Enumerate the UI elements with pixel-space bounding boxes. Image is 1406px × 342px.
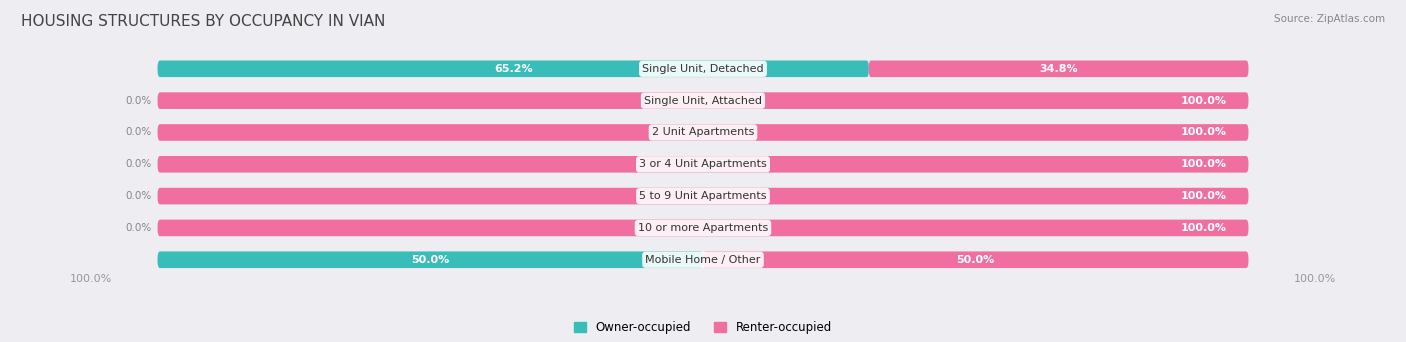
FancyBboxPatch shape: [157, 188, 1249, 205]
Text: 34.8%: 34.8%: [1039, 64, 1078, 74]
Legend: Owner-occupied, Renter-occupied: Owner-occupied, Renter-occupied: [569, 316, 837, 339]
FancyBboxPatch shape: [157, 188, 1249, 205]
FancyBboxPatch shape: [157, 124, 1249, 141]
Text: 2 Unit Apartments: 2 Unit Apartments: [652, 128, 754, 137]
FancyBboxPatch shape: [157, 220, 1249, 236]
Text: Mobile Home / Other: Mobile Home / Other: [645, 255, 761, 265]
FancyBboxPatch shape: [703, 251, 1249, 268]
Text: 100.0%: 100.0%: [1181, 191, 1226, 201]
Text: Source: ZipAtlas.com: Source: ZipAtlas.com: [1274, 14, 1385, 24]
Text: 100.0%: 100.0%: [70, 275, 112, 285]
Text: 100.0%: 100.0%: [1181, 223, 1226, 233]
Text: 50.0%: 50.0%: [411, 255, 450, 265]
Text: 100.0%: 100.0%: [1294, 275, 1336, 285]
Text: 0.0%: 0.0%: [127, 96, 152, 106]
Text: 65.2%: 65.2%: [494, 64, 533, 74]
Text: Single Unit, Detached: Single Unit, Detached: [643, 64, 763, 74]
FancyBboxPatch shape: [157, 156, 1249, 173]
Text: 5 to 9 Unit Apartments: 5 to 9 Unit Apartments: [640, 191, 766, 201]
Text: HOUSING STRUCTURES BY OCCUPANCY IN VIAN: HOUSING STRUCTURES BY OCCUPANCY IN VIAN: [21, 14, 385, 29]
Text: 0.0%: 0.0%: [127, 159, 152, 169]
FancyBboxPatch shape: [157, 61, 869, 77]
FancyBboxPatch shape: [157, 124, 1249, 141]
Text: 0.0%: 0.0%: [127, 128, 152, 137]
Text: 100.0%: 100.0%: [1181, 96, 1226, 106]
FancyBboxPatch shape: [157, 92, 1249, 109]
Text: 50.0%: 50.0%: [956, 255, 995, 265]
Text: 0.0%: 0.0%: [127, 223, 152, 233]
FancyBboxPatch shape: [157, 220, 1249, 236]
FancyBboxPatch shape: [157, 61, 1249, 77]
Text: 10 or more Apartments: 10 or more Apartments: [638, 223, 768, 233]
FancyBboxPatch shape: [869, 61, 1249, 77]
FancyBboxPatch shape: [157, 156, 1249, 173]
FancyBboxPatch shape: [157, 92, 1249, 109]
Text: 100.0%: 100.0%: [1181, 128, 1226, 137]
FancyBboxPatch shape: [157, 251, 703, 268]
Text: Single Unit, Attached: Single Unit, Attached: [644, 96, 762, 106]
FancyBboxPatch shape: [157, 251, 1249, 268]
Text: 0.0%: 0.0%: [127, 191, 152, 201]
Text: 3 or 4 Unit Apartments: 3 or 4 Unit Apartments: [640, 159, 766, 169]
Text: 100.0%: 100.0%: [1181, 159, 1226, 169]
